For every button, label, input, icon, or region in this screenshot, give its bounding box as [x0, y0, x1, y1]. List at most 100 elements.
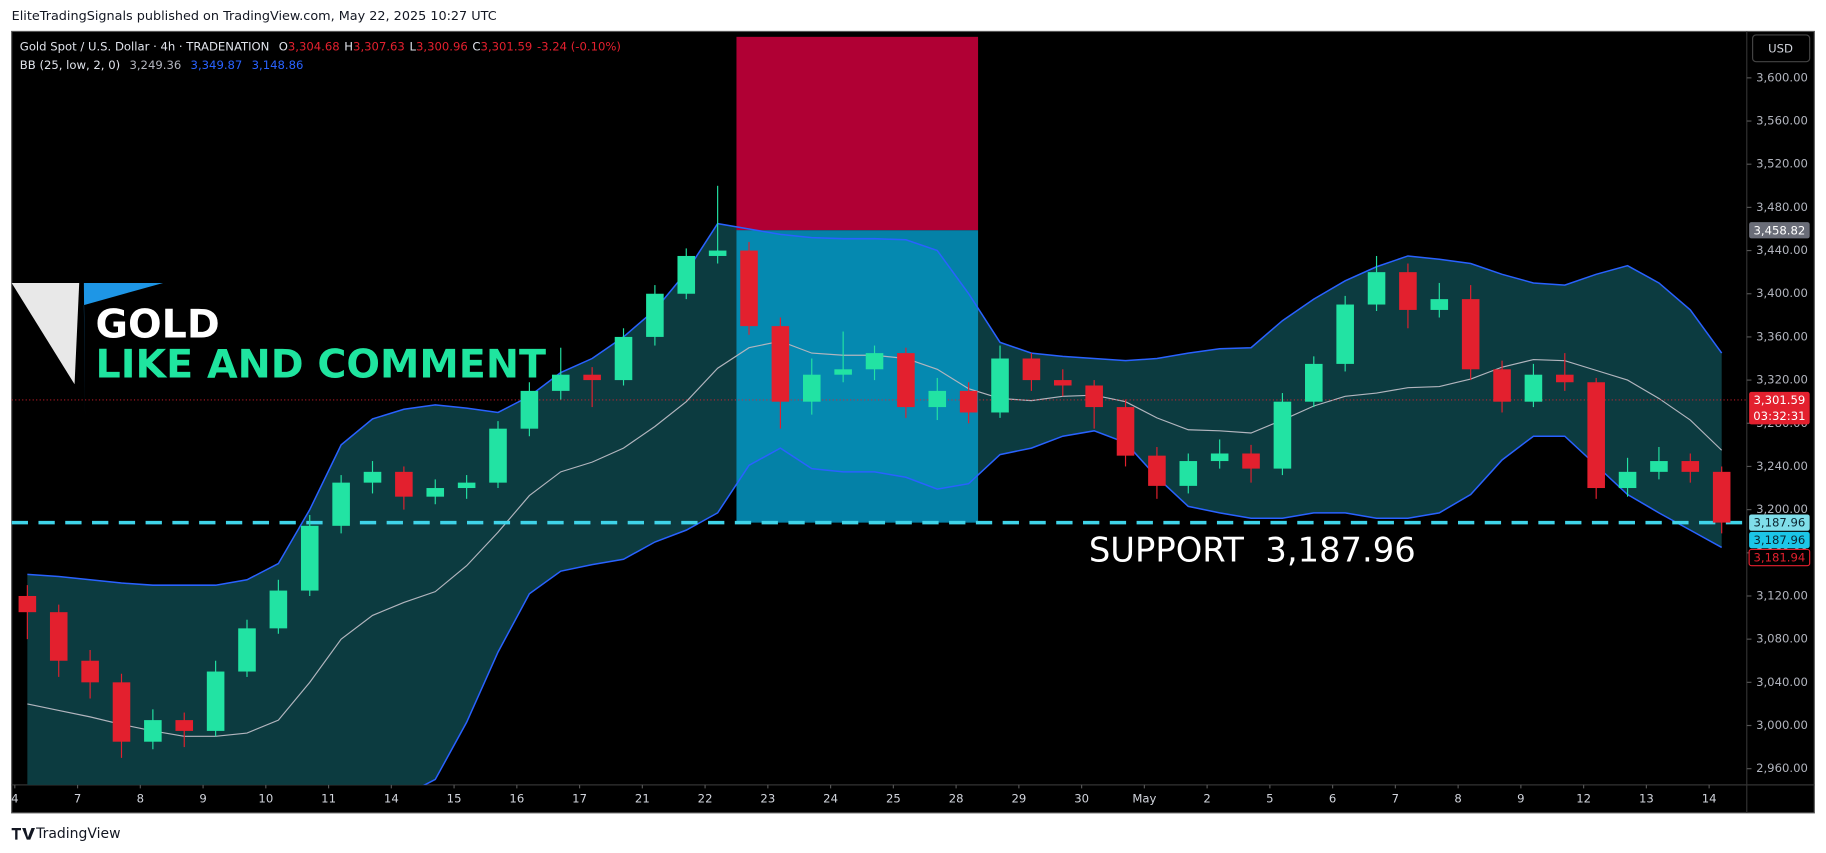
x-tick-label: 12 — [1576, 791, 1591, 805]
ohlc-value: 3,304.68 — [288, 39, 340, 53]
candle-body — [928, 390, 947, 408]
x-tick-label: 14 — [384, 791, 399, 805]
x-tick-label: 7 — [1392, 791, 1399, 805]
x-tick-label: 30 — [1074, 791, 1089, 805]
candle-body — [238, 628, 256, 672]
bb-name: BB (25, low, 2, 0) — [20, 58, 120, 72]
candle-body — [269, 590, 288, 629]
symbol: Gold Spot / U.S. Dollar · 4h · TRADENATI… — [20, 39, 270, 53]
x-tick-label: 4 — [11, 791, 18, 805]
candle-body — [991, 358, 1009, 413]
x-tick-label: 14 — [1702, 791, 1717, 805]
price-tag-label: 3,301.59 — [1754, 393, 1806, 407]
ohlc-value: 3,300.96 — [416, 39, 468, 53]
price-tag-label: 3,187.96 — [1754, 533, 1806, 547]
candle-body — [1399, 272, 1417, 310]
x-tick-label: 8 — [1454, 791, 1461, 805]
candle-body — [1242, 453, 1260, 469]
price-tag-label: 3,181.94 — [1754, 551, 1806, 565]
stop-zone — [736, 36, 979, 231]
ohlc-value: 3,307.63 — [353, 39, 405, 53]
candle-body — [1681, 461, 1700, 472]
bb-value: 3,249.36 — [129, 58, 181, 72]
x-tick-label: 10 — [258, 791, 273, 805]
price-tag-sublabel: 03:32:31 — [1753, 409, 1805, 423]
x-tick-label: 25 — [886, 791, 901, 805]
x-tick-label: 5 — [1266, 791, 1273, 805]
x-tick-label: 9 — [1517, 791, 1524, 805]
candle-body — [1524, 374, 1543, 402]
y-tick-label: 3,400.00 — [1756, 286, 1808, 300]
candle-body — [81, 660, 99, 683]
candle-body — [520, 390, 539, 429]
x-tick-label: 23 — [760, 791, 775, 805]
candle-body — [1367, 272, 1386, 305]
bb-legend: BB (25, low, 2, 0) 3,249.36 3,349.87 3,148.… — [20, 58, 304, 72]
candle-body — [771, 326, 790, 402]
candle-body — [1493, 369, 1511, 402]
candle-body — [363, 471, 382, 483]
candle-body — [583, 374, 601, 381]
candle-body — [1116, 407, 1135, 456]
x-tick-label: 2 — [1203, 791, 1210, 805]
currency: USD — [1768, 41, 1793, 55]
candle-body — [1336, 304, 1354, 364]
candle-body — [1650, 461, 1668, 472]
x-tick-label: 29 — [1011, 791, 1026, 805]
x-tick-label: 17 — [572, 791, 587, 805]
x-tick-label: May — [1132, 791, 1156, 805]
price-tag — [1748, 548, 1811, 567]
candle-body — [112, 682, 131, 742]
x-tick-label: 8 — [137, 791, 144, 805]
candle-body — [18, 595, 37, 613]
x-tick-label: 11 — [321, 791, 336, 805]
candle-body — [1210, 453, 1229, 462]
y-tick-label: 3,520.00 — [1756, 157, 1808, 171]
y-tick-label: 3,320.00 — [1756, 373, 1808, 387]
ohlc: O3,304.68 H3,307.63 L3,300.96 C3,301.59 — [279, 39, 533, 53]
footer: TradingView — [35, 826, 120, 842]
candle-body — [897, 353, 915, 408]
x-tick-label: 13 — [1639, 791, 1654, 805]
overlay: GOLD LIKE AND COMMENT Gold Spot / U.S. D… — [11, 34, 1811, 842]
candle-body — [802, 374, 821, 402]
price-tag — [1749, 391, 1810, 425]
candle-body — [457, 482, 476, 489]
candle-body — [426, 488, 445, 497]
logo-left — [11, 282, 80, 385]
candle-body — [1712, 471, 1731, 523]
ohlc-key: L — [410, 39, 417, 53]
price-tag — [1749, 514, 1810, 531]
candle-body — [1305, 363, 1323, 402]
x-tick-label: 21 — [635, 791, 650, 805]
symbol-legend: Gold Spot / U.S. Dollar · 4h · TRADENATI… — [20, 39, 621, 53]
ohlc-value: 3,301.59 — [481, 39, 533, 53]
candle-body — [1587, 382, 1605, 489]
tv-logo — [11, 827, 35, 840]
candle-body — [144, 720, 162, 742]
candle-body — [646, 293, 664, 337]
candle-body — [1461, 299, 1480, 370]
price-tag — [1749, 531, 1810, 549]
x-tick-label: 7 — [74, 791, 81, 805]
y-tick-label: 3,480.00 — [1756, 200, 1808, 214]
y-tick-label: 3,360.00 — [1756, 329, 1808, 343]
currency-box — [1752, 34, 1811, 63]
bb-value: 3,349.87 — [191, 58, 243, 72]
candle-body — [332, 482, 350, 526]
candle-body — [1273, 401, 1292, 469]
change: -3.24 (-0.10%) — [537, 39, 621, 53]
bb-lower — [423, 430, 1723, 785]
candle-body — [959, 390, 978, 413]
candle-body — [206, 671, 225, 731]
support-label: SUPPORT 3,187.96 — [1089, 530, 1416, 569]
y-tick-label: 3,240.00 — [1756, 459, 1808, 473]
candle-body — [1085, 385, 1103, 408]
bb-upper — [27, 222, 1723, 586]
x-tick-label: 28 — [949, 791, 964, 805]
y-tick-label: 3,080.00 — [1756, 632, 1808, 646]
logo-right — [83, 282, 164, 415]
y-tick-label: 2,960.00 — [1756, 761, 1808, 775]
candle-body — [1430, 299, 1449, 310]
